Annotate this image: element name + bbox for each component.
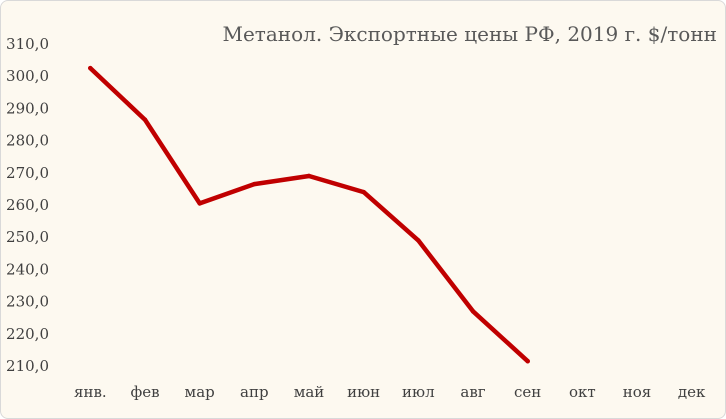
y-tick-label: 240,0: [6, 260, 49, 278]
x-tick-label: июл: [402, 383, 435, 401]
y-tick-label: 270,0: [6, 164, 49, 182]
y-tick-label: 300,0: [6, 67, 49, 85]
data-point: [252, 181, 257, 187]
x-tick-label: май: [294, 383, 325, 401]
x-tick-label: окт: [569, 383, 596, 401]
data-point: [142, 117, 148, 122]
y-axis-tick-labels: 210,0 220,0 230,0 240,0 250,0 260,0 270,0 280,0…: [6, 35, 49, 375]
x-tick-label: апр: [240, 383, 269, 401]
x-tick-label: янв.: [74, 383, 107, 401]
data-point: [361, 189, 366, 195]
x-tick-label: дек: [678, 383, 706, 401]
x-tick-label: авг: [460, 383, 485, 401]
series-line: [88, 65, 530, 364]
y-tick-label: 230,0: [6, 293, 49, 311]
x-tick-label: ноя: [623, 383, 652, 401]
data-point: [525, 359, 530, 364]
y-tick-label: 280,0: [6, 132, 49, 150]
y-tick-label: 220,0: [6, 325, 49, 343]
data-point: [197, 201, 202, 206]
series-layer: [88, 65, 530, 364]
data-point: [470, 309, 476, 314]
y-tick-label: 260,0: [6, 196, 49, 214]
y-tick-label: 250,0: [6, 228, 49, 246]
y-tick-label: 310,0: [6, 35, 49, 53]
x-tick-label: июн: [347, 383, 380, 401]
data-point: [416, 238, 421, 243]
x-tick-label: фев: [130, 383, 159, 401]
y-tick-label: 290,0: [6, 99, 49, 117]
chart-title: Метанол. Экспортные цены РФ, 2019 г. $/т…: [222, 22, 717, 46]
y-tick-label: 210,0: [6, 357, 49, 375]
data-point: [306, 173, 312, 179]
x-axis-tick-labels: янв. фев мар апр май июн июл авг сен окт ноя дек: [74, 383, 706, 401]
x-tick-label: сен: [514, 383, 541, 401]
x-tick-label: мар: [185, 383, 215, 401]
data-point: [88, 65, 93, 71]
